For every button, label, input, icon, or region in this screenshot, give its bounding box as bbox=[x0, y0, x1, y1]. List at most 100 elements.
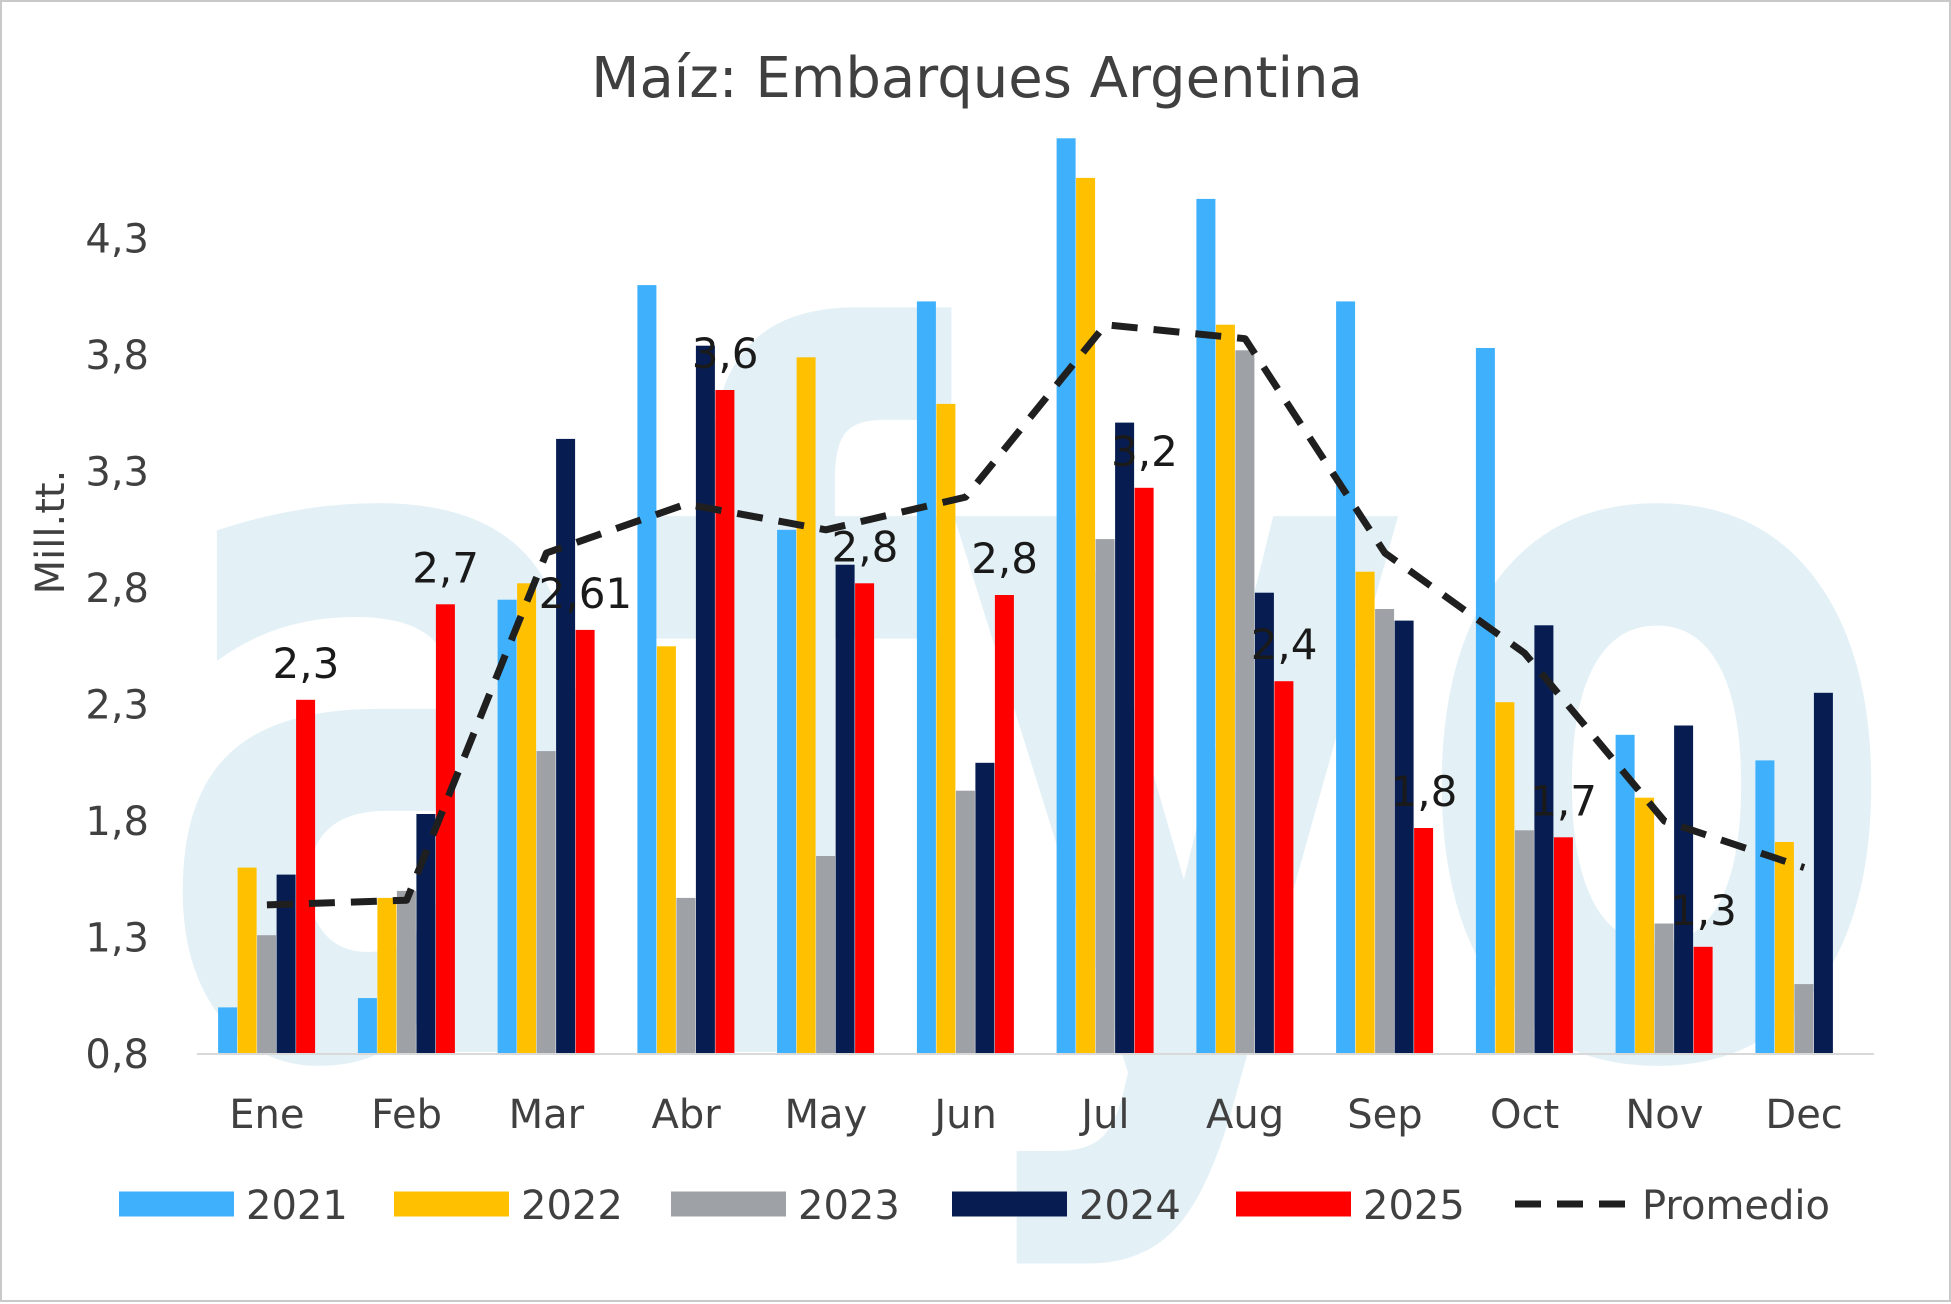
bar-2023-Mar bbox=[536, 751, 556, 1054]
bar-2025-May bbox=[855, 583, 875, 1054]
y-tick-label: 3,8 bbox=[85, 333, 149, 379]
y-tick-label: 0,8 bbox=[85, 1032, 149, 1078]
bar-2022-Jun bbox=[936, 403, 956, 1054]
bar-2021-Jun bbox=[916, 301, 936, 1054]
x-tick-label: Sep bbox=[1347, 1092, 1422, 1138]
data-label-Oct: 1,7 bbox=[1530, 776, 1597, 825]
y-axis-ticks: 0,8 1,3 1,8 2,3 2,8 3,3 3,8 4,3 bbox=[85, 217, 149, 1079]
bar-2022-Dec bbox=[1774, 842, 1794, 1054]
chart-title: Maíz: Embarques Argentina bbox=[591, 46, 1363, 111]
bar-2024-Oct bbox=[1534, 625, 1554, 1054]
bar-2022-Mar bbox=[517, 583, 537, 1054]
bar-2025-Sep bbox=[1414, 828, 1434, 1054]
bar-2024-May bbox=[835, 564, 855, 1054]
data-label-Nov: 1,3 bbox=[1670, 886, 1737, 935]
bar-2023-Ene bbox=[257, 935, 277, 1054]
bar-2024-Sep bbox=[1394, 620, 1414, 1054]
bar-2025-Oct bbox=[1553, 837, 1573, 1054]
bar-2021-May bbox=[777, 529, 797, 1055]
x-tick-label: Nov bbox=[1625, 1092, 1703, 1138]
legend-swatch-2025 bbox=[1236, 1191, 1351, 1217]
bar-2024-Aug bbox=[1254, 592, 1274, 1054]
bar-2022-May bbox=[796, 357, 816, 1054]
bar-2023-Sep bbox=[1375, 609, 1395, 1054]
bar-2022-Jul bbox=[1076, 177, 1096, 1054]
data-label-Feb: 2,7 bbox=[412, 543, 479, 592]
bar-2022-Sep bbox=[1355, 571, 1375, 1054]
legend: 2021 2022 2023 2024 2025 Promedio bbox=[119, 1183, 1830, 1229]
bar-2024-Nov bbox=[1674, 725, 1694, 1054]
bar-2023-Feb bbox=[396, 890, 416, 1054]
legend-label-Promedio: Promedio bbox=[1642, 1183, 1830, 1229]
bar-2021-Oct bbox=[1475, 348, 1495, 1054]
bar-2023-Nov bbox=[1654, 923, 1674, 1054]
bar-2024-Abr bbox=[695, 345, 715, 1054]
y-tick-label: 3,3 bbox=[85, 450, 149, 496]
bar-2023-May bbox=[816, 856, 836, 1054]
y-tick-label: 1,8 bbox=[85, 799, 149, 845]
x-tick-label: Oct bbox=[1490, 1092, 1559, 1138]
x-tick-label: Jul bbox=[1078, 1092, 1129, 1138]
legend-label-2025: 2025 bbox=[1363, 1183, 1465, 1229]
x-tick-label: Dec bbox=[1765, 1092, 1842, 1138]
bar-2023-Abr bbox=[676, 897, 696, 1054]
legend-swatch-2024 bbox=[952, 1191, 1067, 1217]
bar-2022-Nov bbox=[1635, 797, 1655, 1054]
bar-2021-Nov bbox=[1615, 734, 1635, 1054]
average-line bbox=[266, 321, 1806, 909]
data-label-Sep: 1,8 bbox=[1391, 767, 1458, 816]
bar-2022-Aug bbox=[1215, 324, 1235, 1054]
y-tick-label: 4,3 bbox=[85, 217, 149, 263]
legend-label-2021: 2021 bbox=[246, 1183, 348, 1229]
bar-2025-Mar bbox=[575, 629, 595, 1054]
bar-2022-Feb bbox=[377, 897, 397, 1054]
bar-2025-Feb bbox=[435, 604, 455, 1054]
bar-2024-Jul bbox=[1115, 422, 1135, 1055]
y-tick-label: 1,3 bbox=[85, 916, 149, 962]
legend-swatch-2022 bbox=[394, 1191, 509, 1217]
data-label-Jul: 3,2 bbox=[1111, 427, 1178, 476]
bar-2025-Nov bbox=[1693, 946, 1713, 1054]
bar-2023-Dec bbox=[1794, 984, 1814, 1054]
bar-2024-Jun bbox=[975, 762, 995, 1055]
bar-2021-Ene bbox=[218, 1007, 238, 1054]
bar-2024-Ene bbox=[276, 874, 296, 1054]
bar-2025-Aug bbox=[1274, 681, 1294, 1054]
bar-2025-Jul bbox=[1134, 487, 1154, 1054]
bar-2025-Abr bbox=[715, 390, 735, 1054]
x-tick-label: Aug bbox=[1206, 1092, 1284, 1138]
data-label-Jun: 2,8 bbox=[971, 534, 1038, 583]
data-label-Aug: 2,4 bbox=[1251, 620, 1318, 669]
bar-2025-Jun bbox=[994, 595, 1014, 1054]
x-tick-label: May bbox=[785, 1092, 868, 1138]
data-labels-layer: 2,3 2,7 2,61 3,6 2,8 2,8 3,2 2,4 1,8 1,7 1,3 bbox=[273, 329, 1737, 935]
y-axis-label: Mill.tt. bbox=[28, 470, 74, 595]
legend-label-2024: 2024 bbox=[1079, 1183, 1181, 1229]
bar-2021-Feb bbox=[357, 998, 377, 1054]
x-tick-label: Abr bbox=[651, 1092, 721, 1138]
legend-label-2023: 2023 bbox=[798, 1183, 900, 1229]
legend-swatch-2023 bbox=[671, 1191, 786, 1217]
bar-2024-Feb bbox=[416, 814, 436, 1054]
bar-2023-Jul bbox=[1095, 539, 1115, 1054]
y-tick-label: 2,8 bbox=[85, 566, 149, 612]
legend-label-2022: 2022 bbox=[521, 1183, 623, 1229]
bar-2024-Mar bbox=[556, 438, 576, 1054]
x-tick-label: Mar bbox=[509, 1092, 585, 1138]
bar-2023-Oct bbox=[1514, 830, 1534, 1054]
bar-2025-Ene bbox=[296, 699, 316, 1054]
bar-2021-Sep bbox=[1336, 301, 1356, 1054]
bar-2022-Oct bbox=[1495, 702, 1515, 1054]
legend-swatch-2021 bbox=[119, 1191, 234, 1217]
bar-2022-Ene bbox=[237, 867, 257, 1054]
x-tick-label: Jun bbox=[931, 1092, 997, 1138]
bar-2022-Abr bbox=[656, 646, 676, 1055]
data-label-May: 2,8 bbox=[832, 522, 899, 571]
bar-2021-Dec bbox=[1755, 760, 1775, 1054]
bar-2023-Aug bbox=[1235, 350, 1255, 1054]
data-label-Abr: 3,6 bbox=[692, 329, 759, 378]
data-label-Mar: 2,61 bbox=[539, 569, 633, 618]
bar-2021-Jul bbox=[1056, 138, 1076, 1055]
